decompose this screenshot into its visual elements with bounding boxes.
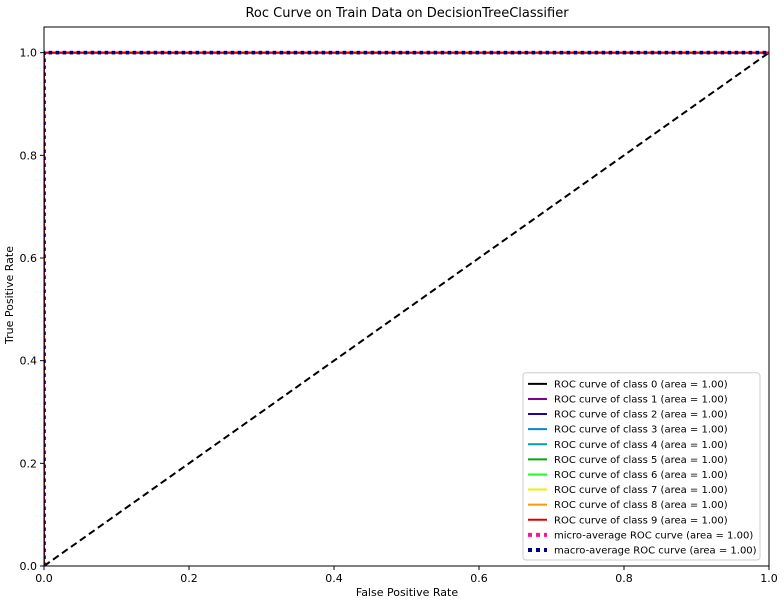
legend-box [522, 372, 761, 561]
legend-entry-label: ROC curve of class 4 (area = 1.00) [554, 440, 728, 451]
series-line-11 [44, 50, 769, 566]
y-tick-label: 0.0 [20, 560, 38, 573]
legend-entry-label: ROC curve of class 3 (area = 1.00) [554, 425, 728, 436]
legend-entry-label: ROC curve of class 9 (area = 1.00) [554, 515, 728, 526]
axis-ticks: 0.0 0.2 0.4 0.6 0.8 1.0 0.0 0.2 0.4 0.6 0.8 1.0 [20, 47, 778, 585]
legend-entry-label: micro-average ROC curve (area = 1.00) [554, 530, 753, 541]
legend-entry-label: ROC curve of class 6 (area = 1.00) [554, 470, 728, 481]
y-tick-label: 1.0 [20, 47, 38, 60]
legend-entry-label: ROC curve of class 8 (area = 1.00) [554, 500, 728, 511]
legend-entry-label: ROC curve of class 0 (area = 1.00) [554, 379, 728, 390]
x-axis-label: False Positive Rate [356, 586, 458, 599]
legend-entry-label: macro-average ROC curve (area = 1.00) [554, 545, 757, 556]
y-tick-label: 0.2 [20, 457, 38, 470]
axes-frame [43, 26, 770, 567]
legend-entry-label: ROC curve of class 1 (area = 1.00) [554, 394, 728, 405]
x-tick-label: 1.0 [760, 572, 778, 585]
y-tick-label: 0.6 [20, 252, 38, 265]
y-tick-label: 0.8 [20, 149, 38, 162]
plot-area [44, 50, 769, 566]
x-tick-label: 0.4 [325, 572, 343, 585]
x-tick-label: 0.2 [180, 572, 198, 585]
legend-entry-label: ROC curve of class 5 (area = 1.00) [554, 455, 728, 466]
legend-entry-label: ROC curve of class 2 (area = 1.00) [554, 410, 728, 421]
legend: ROC curve of class 0 (area = 1.00) ROC cu… [522, 372, 761, 561]
x-tick-label: 0.8 [615, 572, 633, 585]
x-tick-label: 0.0 [35, 572, 53, 585]
y-tick-label: 0.4 [20, 355, 38, 368]
x-tick-label: 0.6 [470, 572, 488, 585]
chart-title: Roc Curve on Train Data on DecisionTreeC… [245, 6, 569, 21]
y-axis-label: True Positive Rate [3, 246, 16, 345]
chance-diagonal-line [44, 51, 769, 566]
legend-entry-label: ROC curve of class 7 (area = 1.00) [554, 485, 728, 496]
